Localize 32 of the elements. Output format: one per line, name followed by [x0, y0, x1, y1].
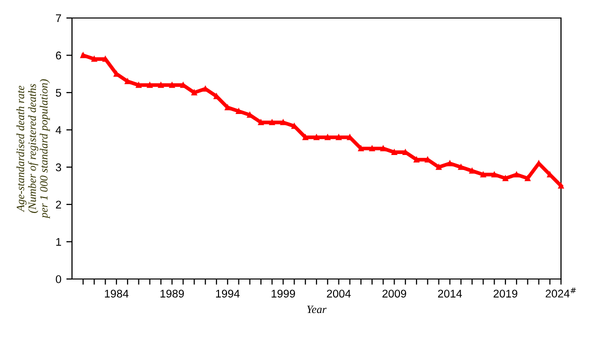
y-tick-label: 3 [56, 163, 62, 172]
y-tick-label: 5 [56, 88, 62, 97]
point [458, 164, 464, 170]
x-tick-label: 2019 [494, 290, 518, 298]
point [436, 164, 442, 170]
point [147, 82, 153, 88]
point [158, 82, 164, 88]
point [169, 82, 175, 88]
x-tick-label: 1989 [160, 290, 184, 298]
y-tick-label: 4 [56, 126, 62, 134]
y-tick-label: 6 [56, 52, 62, 60]
x-tick-label: 2009 [382, 290, 406, 298]
point [492, 172, 498, 178]
x-tick-label: 2024$^{#}$ [546, 288, 576, 298]
y-axis-title: Age-standardised death rate (Number of registered deaths per 1 000 standard population) [16, 79, 50, 219]
x-tick-label: 1994 [216, 290, 240, 298]
x-tick-label: 1999 [272, 290, 295, 298]
y-tick-label: 1 [56, 238, 62, 246]
point [514, 172, 520, 178]
y-tick-label: 7 [56, 14, 62, 22]
point [480, 172, 486, 178]
line-series [80, 52, 564, 189]
point [414, 156, 420, 162]
x-tick-label: 2014 [438, 290, 462, 298]
x-tick-label: 1984 [104, 290, 128, 298]
point [236, 108, 242, 114]
y-tick-label: 0 [56, 275, 62, 284]
x-tick-label: 2004 [326, 290, 351, 298]
point [392, 149, 398, 156]
x-axis-title: Year [307, 306, 327, 314]
y-tick-label: 2 [56, 200, 62, 208]
point [136, 82, 142, 88]
